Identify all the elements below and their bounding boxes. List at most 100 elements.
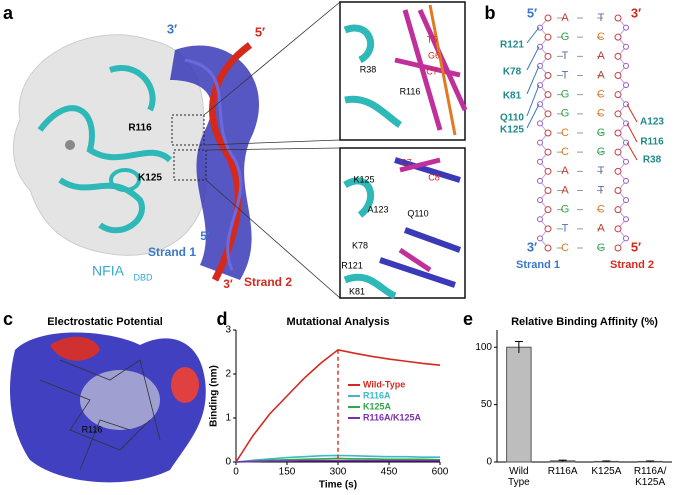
contact-arrow (526, 104, 540, 129)
sugar (614, 167, 622, 175)
sugar (544, 91, 552, 99)
contact-arrow (626, 104, 638, 123)
residue: K78 (503, 67, 522, 78)
inset-label: G6 (428, 50, 440, 60)
base: G (561, 108, 570, 120)
panel-label: b (485, 3, 496, 23)
contact-arrow (526, 84, 540, 117)
phosphate (537, 177, 543, 184)
panel-label: c (3, 309, 13, 329)
structure-label: R116 (128, 123, 152, 134)
inset-label: Q110 (407, 208, 428, 218)
inset-label: R121 (341, 260, 363, 270)
structure-label: 5′ (255, 24, 265, 39)
phosphate (623, 62, 629, 69)
data-line (235, 459, 440, 463)
bar (506, 346, 532, 463)
residue: K81 (503, 91, 522, 102)
base: C (561, 242, 569, 254)
sugar (544, 129, 552, 137)
residue: Q110 (500, 113, 524, 124)
x-tick-label: 450 (381, 467, 398, 478)
sugar (544, 206, 552, 214)
base: A (597, 223, 605, 235)
structure-label: 5′ (200, 229, 210, 243)
phosphate (623, 177, 629, 184)
legend-label: R116A (363, 390, 391, 400)
base: A (597, 69, 605, 81)
base: G (597, 242, 606, 254)
panel-label: d (217, 309, 228, 329)
sugar (544, 14, 552, 22)
contact-arrow (626, 123, 638, 143)
sugar (614, 187, 622, 194)
inset-label: C7 (426, 66, 438, 76)
base: T (598, 165, 605, 177)
panel-title: Electrostatic Potential (47, 316, 163, 328)
structure-label: 3′ (167, 21, 177, 36)
x-tick-label: 300 (330, 467, 347, 478)
base: A (597, 50, 605, 62)
y-axis-label: Binding (nm) (209, 365, 220, 427)
legend-label: R116A/K125A (363, 412, 422, 422)
strand-end: 5′ (631, 239, 641, 254)
phosphate (623, 43, 629, 50)
x-axis-label: Time (s) (319, 480, 357, 491)
structure-label: DBD (133, 272, 153, 282)
sugar (544, 110, 552, 118)
contact-arrow (526, 46, 540, 71)
inset-boxes (339, 1, 468, 300)
chart-title: Relative Binding Affinity (%) (511, 316, 658, 328)
sugar (544, 187, 552, 194)
inset-label: A123 (367, 204, 388, 214)
base: A (561, 165, 569, 177)
sugar (614, 129, 622, 137)
phosphate (623, 197, 629, 204)
inset-label: K78 (352, 240, 368, 250)
dna-structure (170, 1, 341, 299)
contact-arrow (526, 27, 540, 44)
x-tick-label: K125A (591, 466, 622, 477)
inset-label: K125 (353, 174, 374, 184)
phosphate (537, 197, 543, 204)
y-tick-label: 50 (481, 399, 493, 410)
phosphate (623, 82, 629, 89)
panel-label: a (3, 3, 14, 23)
sugar (614, 91, 622, 99)
sugar (614, 244, 622, 252)
contact-arrow (526, 65, 540, 95)
chart-title: Mutational Analysis (287, 316, 390, 328)
base: G (597, 146, 606, 158)
residue: K125 (500, 125, 524, 136)
sugar (614, 206, 622, 214)
inset-label: R38 (360, 64, 377, 74)
y-tick-label: 3 (225, 325, 231, 336)
base: T (562, 69, 569, 81)
base: A (561, 12, 569, 24)
strand-name: Strand 1 (516, 259, 560, 271)
phosphate (537, 158, 543, 165)
sugar (614, 33, 622, 41)
contact-arrow (626, 142, 638, 161)
structure-label: K125 (138, 173, 162, 184)
base: G (561, 31, 570, 43)
residue: R116 (640, 137, 664, 148)
phosphate (623, 24, 629, 31)
x-tick-label: Wild Type (508, 466, 530, 488)
inset-label: R116 (400, 86, 421, 96)
residue: R38 (643, 155, 662, 166)
structure-label: 3′ (223, 277, 233, 291)
base: T (598, 184, 605, 196)
residue: R116 (82, 424, 103, 434)
base: T (562, 223, 569, 235)
y-tick-label: 0 (225, 457, 231, 468)
phosphate (537, 120, 543, 127)
sugar (614, 52, 622, 60)
strand-name: Strand 2 (610, 259, 654, 271)
x-tick-label: R116A/ K125A (633, 466, 667, 488)
legend-label: Wild-Type (363, 379, 405, 389)
base: T (598, 12, 605, 24)
y-tick-label: 0 (486, 457, 492, 468)
